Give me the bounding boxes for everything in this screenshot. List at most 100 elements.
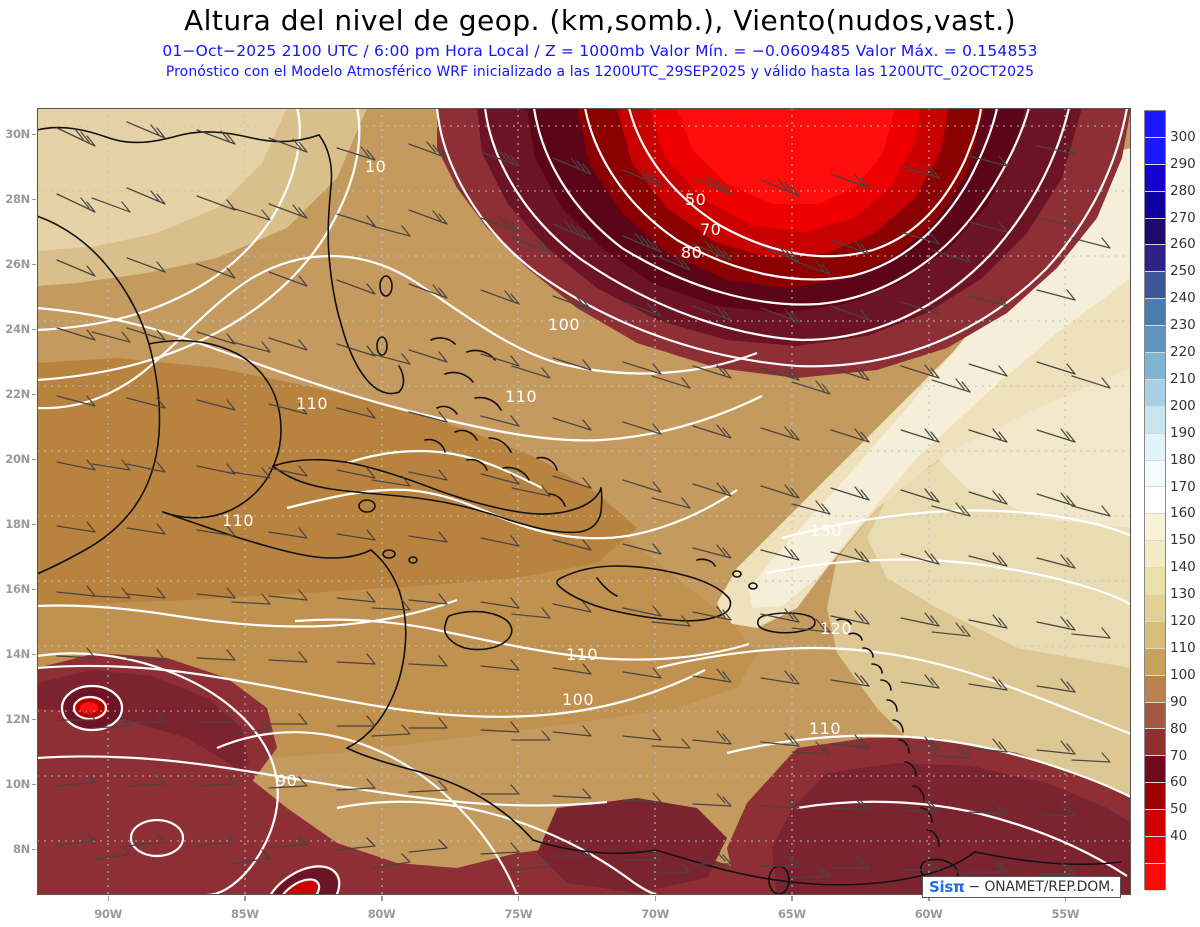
lon-tick-label: 75W — [504, 907, 533, 921]
lat-tick-label: 12N — [5, 712, 30, 727]
colorbar-tick-label: 110 — [1170, 639, 1196, 656]
lat-tick-mark — [32, 718, 36, 721]
logo-org-text: − ONAMET/REP.DOM. — [968, 879, 1115, 895]
lat-tick-mark — [32, 848, 36, 851]
colorbar-tick-label: 220 — [1170, 344, 1196, 361]
subtitle-model-info: Pronóstico con el Modelo Atmosférico WRF… — [165, 64, 1035, 80]
lon-tick-label: 55W — [1051, 907, 1080, 921]
lat-tick-label: 14N — [5, 647, 30, 662]
lat-tick-label: 26N — [5, 257, 30, 272]
lat-tick-mark — [32, 263, 36, 266]
lon-tick-label: 90W — [94, 907, 122, 921]
colorbar-tick-label: 190 — [1170, 424, 1196, 441]
colorbar-tick-label: 140 — [1170, 559, 1196, 576]
colorbar-swatch — [1145, 353, 1165, 380]
colorbar-tick-label: 40 — [1170, 828, 1188, 845]
lat-tick-mark — [32, 198, 36, 201]
colorbar-tick-label: 270 — [1170, 209, 1196, 226]
colorbar-tick-label: 150 — [1170, 532, 1196, 549]
lat-tick-label: 22N — [5, 387, 30, 402]
lat-tick-label: 28N — [5, 192, 30, 207]
lat-tick-mark — [32, 328, 36, 331]
colorbar-swatch — [1145, 729, 1165, 757]
lat-tick-label: 16N — [5, 582, 30, 597]
colorbar-swatch — [1145, 379, 1165, 407]
lon-tick-label: 80W — [367, 907, 396, 921]
colorbar-tick-label: 100 — [1170, 666, 1196, 683]
lat-tick-label: 30N — [5, 127, 30, 142]
lon-tick-mark — [654, 896, 657, 901]
map-plot-area[interactable]: 105070801001101101101301201101001109090 — [37, 108, 1131, 895]
colorbar-swatch — [1145, 756, 1165, 784]
colorbar-swatch — [1145, 514, 1165, 542]
colorbar-tick-label: 210 — [1170, 370, 1196, 387]
colorbar[interactable] — [1144, 110, 1166, 891]
colorbar-tick-label: 80 — [1170, 720, 1188, 737]
colorbar-swatch — [1145, 810, 1165, 838]
lat-tick-mark — [32, 393, 36, 396]
colorbar-tick-label: 60 — [1170, 774, 1188, 791]
colorbar-tick-label: 290 — [1170, 155, 1196, 172]
lon-tick-mark — [1064, 896, 1067, 901]
logo-brand-text: Sisπ — [929, 878, 965, 896]
colorbar-swatch — [1145, 191, 1165, 219]
lon-tick-mark — [381, 896, 383, 901]
colorbar-swatch — [1145, 326, 1165, 354]
colorbar-swatch — [1145, 299, 1165, 327]
colorbar-swatch — [1145, 648, 1165, 676]
colorbar-tick-label: 230 — [1170, 317, 1196, 334]
lat-tick-label: 10N — [5, 777, 30, 792]
colorbar-swatch — [1145, 406, 1165, 434]
colorbar-tick-label: 130 — [1170, 586, 1196, 603]
colorbar-tick-label: 70 — [1170, 747, 1188, 764]
lon-tick-mark — [791, 896, 793, 901]
colorbar-tick-label: 240 — [1170, 290, 1196, 307]
lon-tick-mark — [107, 896, 110, 901]
subtitle-valid-time: 01−Oct−2025 2100 UTC / 6:00 pm Hora Loca… — [162, 42, 1038, 60]
colorbar-swatch — [1145, 272, 1165, 300]
colorbar-tick-label: 200 — [1170, 397, 1196, 414]
colorbar-swatch — [1145, 245, 1165, 273]
colorbar-tick-label: 280 — [1170, 182, 1196, 199]
colorbar-swatch — [1145, 702, 1165, 730]
colorbar-swatch — [1145, 568, 1165, 596]
colorbar-swatch — [1145, 218, 1165, 246]
lon-tick-mark — [517, 896, 520, 901]
lon-tick-label: 65W — [777, 907, 806, 921]
title-block: Altura del nivel de geop. (km,somb.), Vi… — [0, 0, 1200, 80]
colorbar-swatch — [1145, 863, 1165, 891]
colorbar-tick-label: 260 — [1170, 236, 1196, 253]
logo-watermark: Sisπ − ONAMET/REP.DOM. — [922, 876, 1122, 898]
lat-tick-label: 20N — [5, 452, 30, 467]
colorbar-swatch — [1145, 783, 1165, 811]
map-svg — [37, 108, 1131, 895]
lon-tick-label: 85W — [230, 907, 259, 921]
colorbar-swatch — [1145, 621, 1165, 649]
colorbar-swatch — [1145, 541, 1165, 569]
colorbar-tick-label: 90 — [1170, 693, 1188, 710]
lat-tick-label: 8N — [12, 842, 30, 857]
colorbar-tick-label: 160 — [1170, 505, 1196, 522]
lon-tick-label: 60W — [914, 907, 943, 921]
colorbar-tick-label: 300 — [1170, 128, 1196, 145]
colorbar-swatch — [1145, 487, 1165, 515]
colorbar-tick-label: 180 — [1170, 451, 1196, 468]
colorbar-swatch — [1145, 675, 1165, 703]
page-title: Altura del nivel de geop. (km,somb.), Vi… — [183, 4, 1017, 37]
lat-tick-mark — [32, 588, 36, 591]
colorbar-tick-label: 50 — [1170, 801, 1188, 818]
lat-tick-mark — [32, 783, 36, 786]
colorbar-tick-label: 170 — [1170, 478, 1196, 495]
lat-tick-label: 24N — [5, 322, 30, 337]
colorbar-swatch — [1145, 595, 1165, 622]
lat-tick-mark — [32, 523, 36, 526]
colorbar-swatch — [1145, 164, 1165, 192]
lat-tick-mark — [32, 458, 36, 461]
colorbar-swatch — [1145, 433, 1165, 461]
colorbar-swatch — [1145, 111, 1165, 138]
colorbar-tick-label: 250 — [1170, 263, 1196, 280]
lon-tick-mark — [928, 896, 930, 901]
colorbar-swatch — [1145, 137, 1165, 165]
lat-tick-label: 18N — [5, 517, 30, 532]
